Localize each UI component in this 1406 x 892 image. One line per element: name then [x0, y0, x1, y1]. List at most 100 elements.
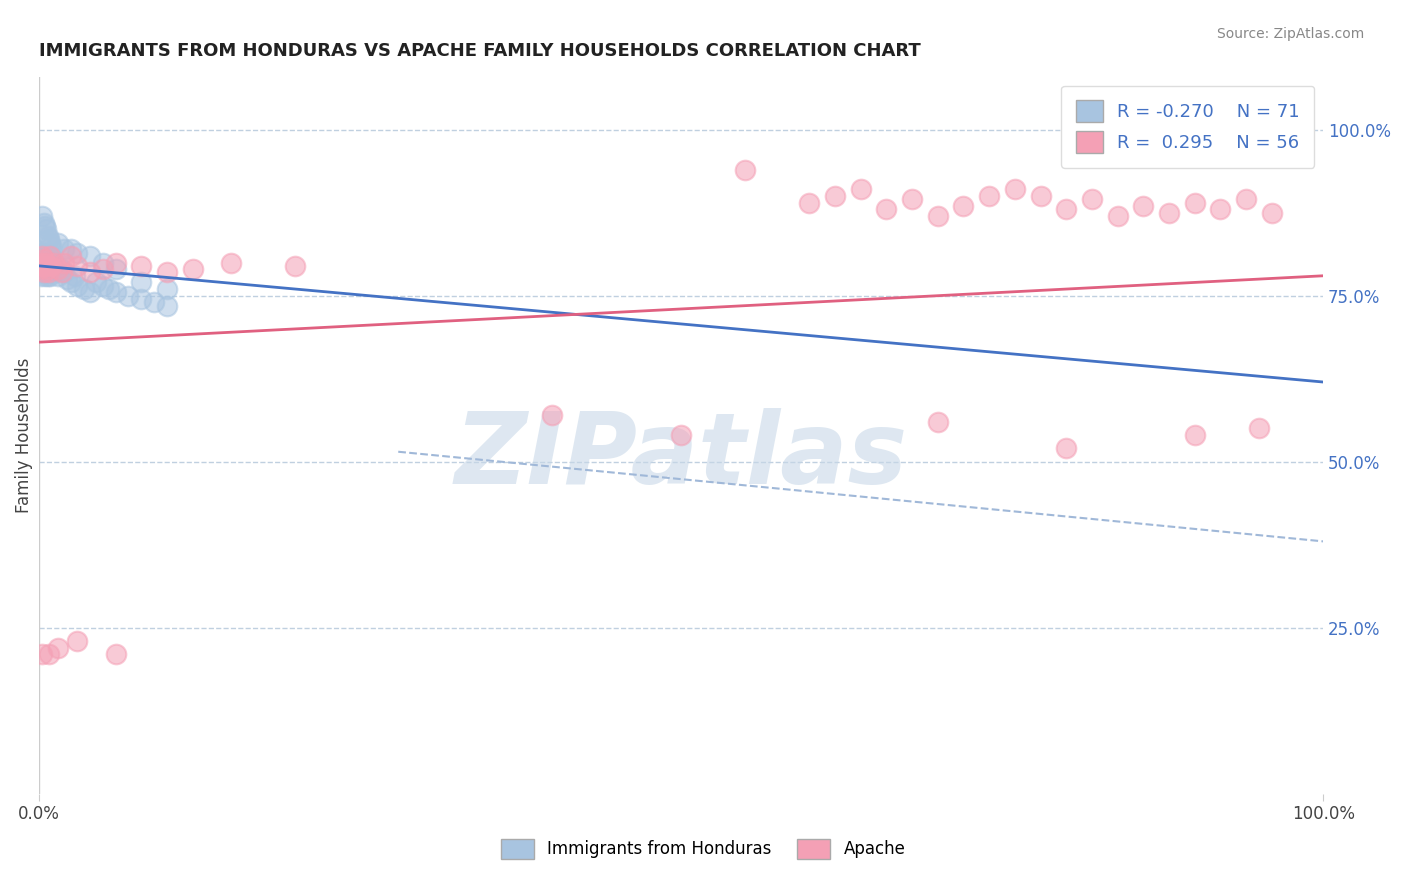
Point: [30, 255, 52, 269]
Point: [104, 255, 127, 269]
Point: [32, 255, 55, 269]
Point: [131, 292, 153, 306]
Point: [37, 259, 59, 273]
Text: ZIPatlas: ZIPatlas: [454, 409, 907, 505]
Point: [46, 640, 69, 655]
Point: [541, 408, 564, 422]
Point: [131, 259, 153, 273]
Point: [32, 262, 55, 277]
Point: [156, 265, 179, 279]
Point: [41, 259, 63, 273]
Point: [86, 276, 108, 290]
Point: [181, 262, 204, 277]
Point: [1157, 205, 1180, 219]
Point: [46, 262, 69, 277]
Point: [1247, 421, 1270, 435]
Point: [53, 255, 76, 269]
Point: [1209, 202, 1232, 217]
Point: [669, 428, 692, 442]
Point: [41, 259, 63, 273]
Point: [34, 268, 56, 283]
Point: [30, 245, 52, 260]
Point: [28, 255, 51, 269]
Point: [72, 282, 94, 296]
Point: [824, 189, 846, 203]
Point: [901, 193, 924, 207]
Point: [31, 259, 53, 273]
Point: [117, 289, 139, 303]
Point: [51, 262, 73, 277]
Point: [79, 249, 101, 263]
Point: [31, 209, 53, 223]
Point: [952, 199, 974, 213]
Point: [37, 262, 59, 277]
Point: [32, 265, 55, 279]
Point: [31, 259, 53, 273]
Point: [1029, 189, 1052, 203]
Point: [44, 255, 66, 269]
Point: [48, 259, 70, 273]
Point: [1004, 182, 1026, 196]
Point: [59, 276, 82, 290]
Point: [98, 282, 121, 296]
Point: [66, 245, 89, 260]
Point: [35, 265, 58, 279]
Point: [28, 262, 51, 277]
Point: [66, 634, 89, 648]
Point: [79, 285, 101, 300]
Point: [143, 295, 166, 310]
Point: [30, 268, 52, 283]
Point: [53, 242, 76, 256]
Point: [37, 249, 59, 263]
Point: [91, 278, 114, 293]
Point: [32, 265, 55, 279]
Point: [1081, 193, 1104, 207]
Legend: R = -0.270    N = 71, R =  0.295    N = 56: R = -0.270 N = 71, R = 0.295 N = 56: [1062, 86, 1315, 168]
Point: [1261, 205, 1284, 219]
Point: [34, 249, 56, 263]
Point: [38, 259, 60, 273]
Point: [799, 195, 821, 210]
Point: [156, 299, 179, 313]
Point: [28, 262, 51, 277]
Point: [1184, 195, 1206, 210]
Point: [32, 252, 55, 267]
Point: [38, 265, 60, 279]
Point: [32, 245, 55, 260]
Point: [37, 268, 59, 283]
Point: [28, 259, 51, 273]
Point: [42, 255, 65, 269]
Point: [927, 209, 949, 223]
Point: [927, 415, 949, 429]
Point: [31, 265, 53, 279]
Point: [59, 249, 82, 263]
Point: [41, 249, 63, 263]
Point: [32, 216, 55, 230]
Point: [35, 255, 58, 269]
Point: [30, 249, 52, 263]
Y-axis label: Family Households: Family Households: [15, 358, 32, 513]
Point: [35, 255, 58, 269]
Point: [46, 268, 69, 283]
Point: [63, 268, 86, 283]
Point: [31, 255, 53, 269]
Point: [38, 232, 60, 246]
Point: [42, 265, 65, 279]
Point: [56, 272, 79, 286]
Point: [875, 202, 897, 217]
Point: [31, 249, 53, 263]
Point: [1107, 209, 1129, 223]
Point: [35, 245, 58, 260]
Point: [41, 262, 63, 277]
Point: [30, 252, 52, 267]
Point: [53, 265, 76, 279]
Point: [39, 255, 62, 269]
Point: [104, 262, 127, 277]
Point: [39, 235, 62, 250]
Point: [1132, 199, 1154, 213]
Point: [35, 222, 58, 236]
Point: [41, 239, 63, 253]
Point: [284, 259, 307, 273]
Point: [156, 282, 179, 296]
Point: [31, 647, 53, 661]
